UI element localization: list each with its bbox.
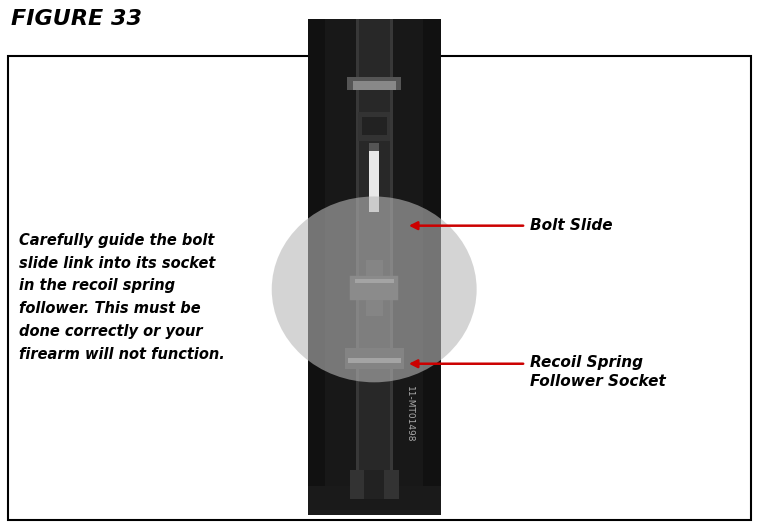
Bar	[384, 470, 398, 499]
Bar	[369, 151, 380, 212]
Text: FIGURE 33: FIGURE 33	[11, 9, 143, 29]
Bar	[350, 276, 398, 300]
Bar	[358, 112, 390, 141]
Bar	[308, 19, 325, 515]
Bar	[345, 348, 404, 369]
Bar	[308, 486, 440, 515]
Text: Recoil Spring
Follower Socket: Recoil Spring Follower Socket	[530, 355, 666, 389]
Bar	[325, 19, 424, 515]
Bar	[366, 260, 383, 276]
Bar	[348, 358, 401, 363]
Ellipse shape	[272, 196, 477, 382]
Bar	[390, 19, 393, 515]
Bar	[350, 470, 398, 499]
Bar	[355, 278, 393, 284]
Bar	[366, 300, 383, 316]
Text: Carefully guide the bolt
slide link into its socket
in the recoil spring
followe: Carefully guide the bolt slide link into…	[19, 233, 225, 362]
Text: Bolt Slide: Bolt Slide	[530, 218, 613, 233]
Bar	[369, 143, 380, 151]
Text: 11-MT01498: 11-MT01498	[405, 386, 414, 442]
Bar	[8, 56, 751, 520]
Bar	[361, 117, 387, 135]
Bar	[424, 19, 440, 515]
Bar	[353, 81, 395, 90]
Bar	[347, 77, 402, 90]
Bar	[355, 19, 393, 515]
Bar	[350, 470, 364, 499]
Bar	[355, 19, 358, 515]
